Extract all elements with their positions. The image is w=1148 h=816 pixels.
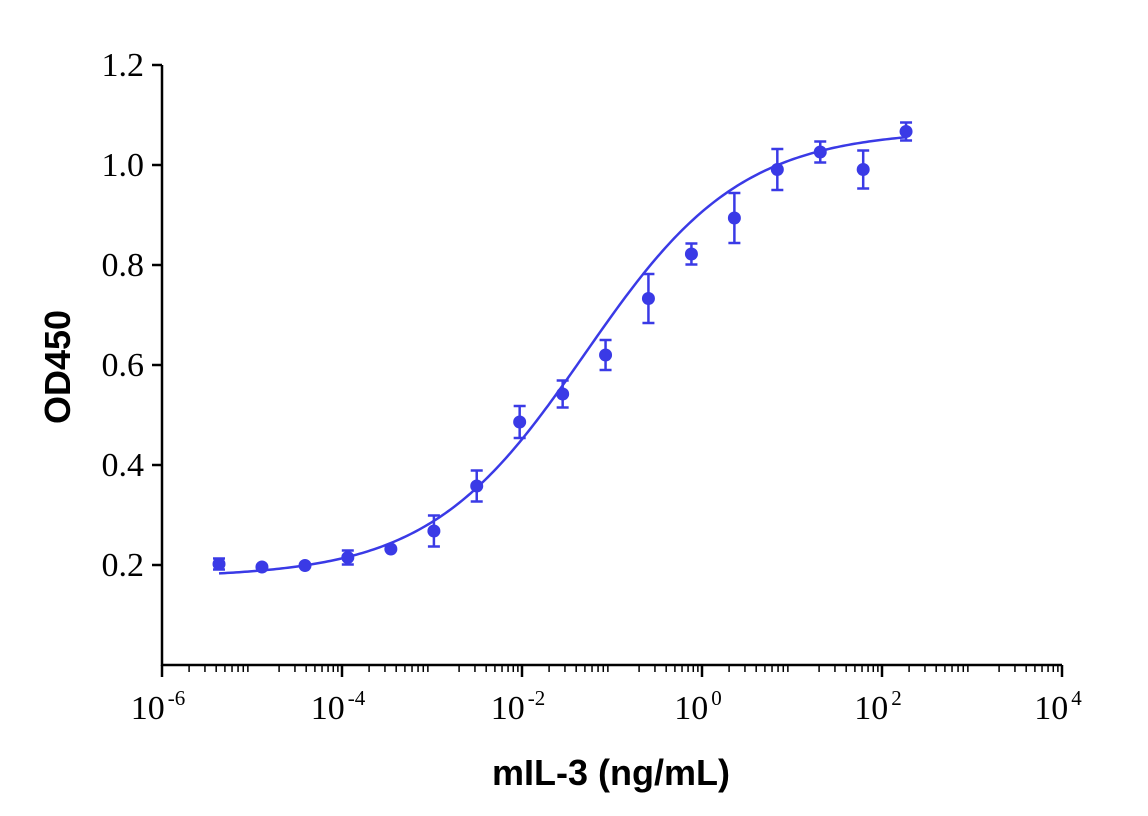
x-tick-label-base: 10 (131, 690, 165, 727)
x-axis-title: mIL-3 (ng/mL) (492, 752, 730, 793)
x-tick-label-base: 10 (311, 690, 345, 727)
x-tick-label: 10 4 (1034, 686, 1082, 727)
x-tick-label-base: 10 (674, 690, 708, 727)
y-tick-label: 0.6 (102, 347, 145, 384)
x-tick-label: 10 -2 (491, 686, 546, 727)
y-tick-label: 0.8 (102, 247, 145, 284)
y-tick-label: 1.2 (102, 47, 145, 84)
x-tick-label-exponent: 4 (1071, 686, 1082, 710)
data-point (856, 163, 870, 176)
data-point (770, 163, 784, 176)
data-point (813, 145, 827, 159)
x-tick-label-exponent: -6 (168, 686, 186, 710)
data-point (384, 542, 398, 556)
data-point (513, 415, 527, 429)
data-point (556, 387, 570, 401)
data-point (599, 348, 613, 362)
data-point (255, 560, 269, 574)
fit-curve-layer (218, 135, 907, 575)
x-tick-label: 10 -6 (131, 686, 186, 727)
fit-curve (218, 135, 907, 575)
data-point (684, 247, 698, 261)
x-tick-label: 10 0 (674, 686, 722, 727)
x-tick-label-base: 10 (491, 690, 525, 727)
y-tick-label: 1.0 (102, 147, 145, 184)
x-tick-label-base: 10 (1034, 690, 1068, 727)
data-point (641, 292, 655, 305)
x-tick-label: 10 -4 (311, 686, 366, 727)
axes: 0.20.40.60.81.01.210 -6 10 -4 10 -2 10 0 10 2 10 4 (102, 47, 1083, 727)
x-tick-label-exponent: -4 (348, 686, 366, 710)
y-tick-label: 0.2 (102, 547, 145, 584)
data-point (899, 125, 913, 138)
data-point (298, 559, 312, 572)
x-tick-label-base: 10 (854, 690, 888, 727)
x-tick-label-exponent: 2 (891, 686, 902, 710)
x-tick-label-exponent: 0 (711, 686, 722, 710)
x-tick-label: 10 2 (854, 686, 902, 727)
y-axis-title: OD450 (37, 310, 78, 424)
data-point (341, 551, 355, 564)
data-points-layer (212, 121, 913, 574)
data-point (727, 211, 741, 225)
data-point (212, 557, 226, 571)
data-point (427, 524, 441, 538)
data-point (470, 479, 484, 493)
y-tick-label: 0.4 (102, 447, 145, 484)
x-tick-label-exponent: -2 (528, 686, 546, 710)
